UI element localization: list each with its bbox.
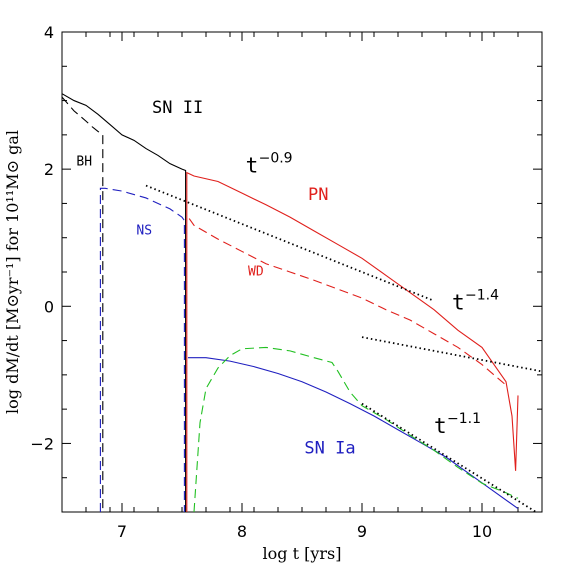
power-law-exponent: −1.1 — [447, 411, 481, 427]
power-law-base: t — [452, 291, 465, 315]
series-line-pn — [186, 171, 519, 512]
annotation-sn-ii: SN II — [152, 98, 203, 118]
power-law-exponent: −1.4 — [465, 288, 499, 304]
series-line-sn-ii — [61, 93, 187, 512]
series-line-unnamed-7 — [145, 184, 435, 302]
x-tick-label: 8 — [237, 522, 247, 541]
y-tick-label: 2 — [44, 160, 54, 179]
annotation-bh: BH — [76, 155, 92, 170]
series-line-unnamed-6 — [193, 346, 519, 513]
annotation-wd: WD — [248, 264, 264, 279]
series-line-wd — [188, 218, 507, 386]
x-tick-label: 10 — [472, 522, 492, 541]
power-law-base: t — [246, 154, 259, 178]
x-tick-label: 9 — [357, 522, 367, 541]
annotation-sn-ia: SN Ia — [304, 439, 355, 459]
plot-frame — [61, 31, 543, 513]
series-line-unnamed-8 — [361, 336, 543, 373]
y-axis-label: log dM/dt [M⊙yr⁻¹] for 10¹¹M⊙ gal — [3, 130, 22, 414]
x-tick-label: 7 — [117, 522, 127, 541]
x-axis-label: log t [yrs] — [263, 544, 342, 563]
series-line-bh — [61, 96, 104, 512]
annotation-pn: PN — [308, 185, 328, 205]
curves — [61, 93, 543, 513]
ticks: 7 8 9 10 −2 0 2 4 — [30, 23, 543, 541]
y-tick-label: 0 — [44, 297, 54, 316]
y-tick-label: −2 — [30, 434, 54, 453]
series-line-ns — [99, 187, 185, 512]
power-law-base: t — [434, 414, 447, 438]
y-tick-label: 4 — [44, 23, 54, 42]
annotation-ns: NS — [136, 223, 152, 238]
power-law-exponent: −0.9 — [259, 151, 293, 167]
series-line-sn-ia — [188, 357, 519, 510]
